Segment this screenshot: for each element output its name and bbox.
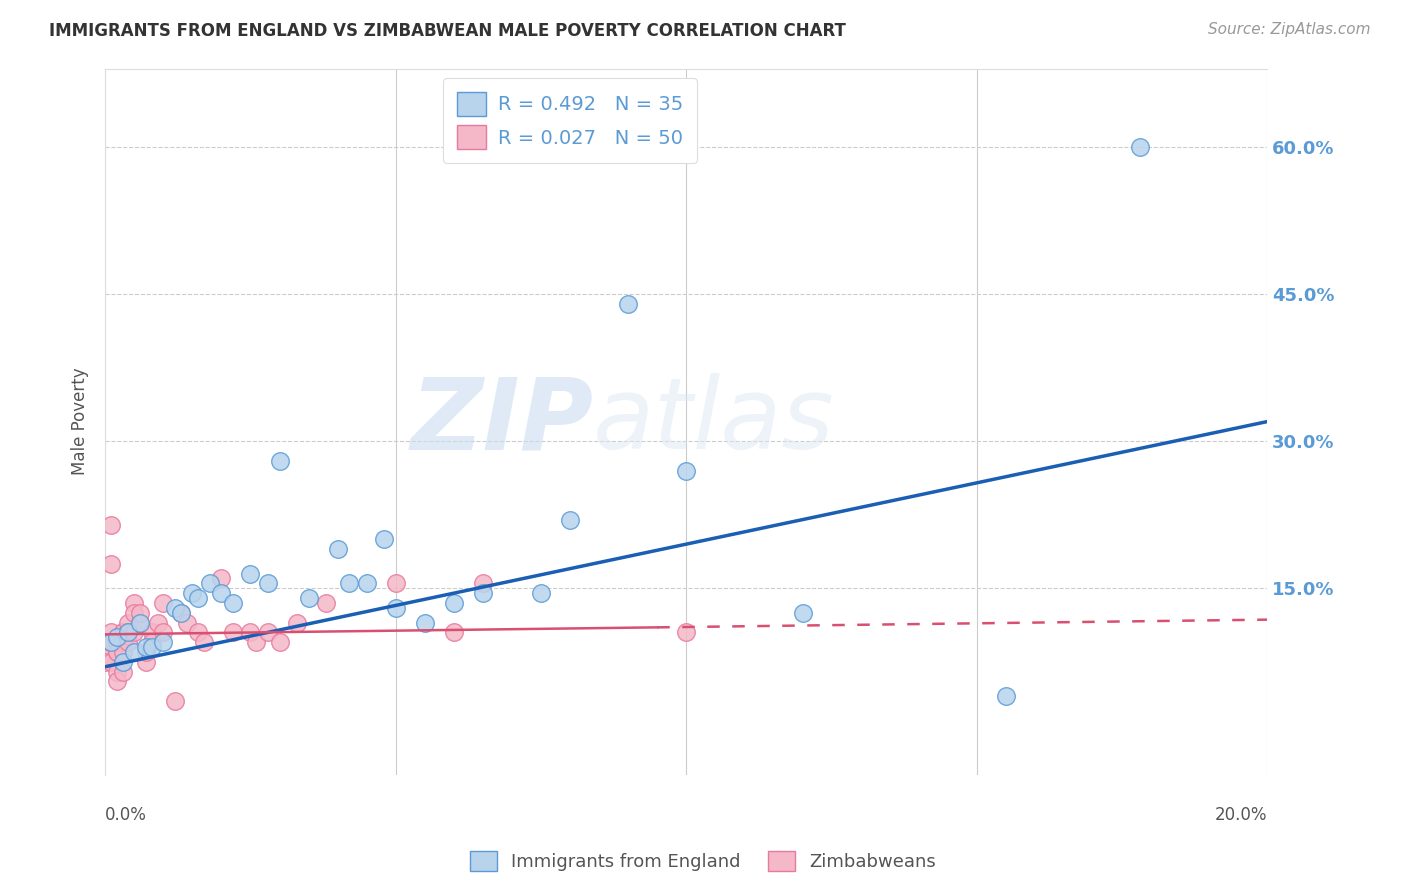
Point [239,566,262,581]
Point [100,655,122,669]
Point [193,635,215,649]
Point [163,694,186,708]
Point [94,635,117,649]
Point [315,596,337,610]
Point [105,645,128,659]
Point [100,557,122,571]
Point [297,591,319,605]
Point [373,533,395,547]
Point [198,576,221,591]
Point [105,665,128,679]
Point [443,596,465,610]
Point [122,596,145,610]
Point [122,606,145,620]
Point [245,635,267,649]
Point [269,454,291,468]
Point [111,655,134,669]
Point [356,576,378,591]
Point [105,630,128,644]
Point [152,625,174,640]
Point [384,576,406,591]
Text: ZIP: ZIP [411,373,593,470]
Point [1128,140,1150,154]
Point [105,635,128,649]
Point [187,591,209,605]
Point [239,625,262,640]
Text: 0.0%: 0.0% [105,806,148,824]
Point [443,625,465,640]
Point [337,576,360,591]
Point [792,606,814,620]
Point [269,635,291,649]
Point [163,600,186,615]
Point [209,586,232,600]
Point [105,674,128,689]
Point [326,542,349,557]
Point [122,625,145,640]
Point [135,655,157,669]
Point [129,615,152,630]
Point [100,635,122,649]
Point [222,596,245,610]
Point [558,513,581,527]
Point [257,576,280,591]
Point [94,655,117,669]
Point [141,635,163,649]
Point [152,635,174,649]
Point [111,645,134,659]
Point [170,606,193,620]
Point [471,576,494,591]
Point [129,615,152,630]
Point [994,689,1017,703]
Point [170,606,193,620]
Y-axis label: Male Poverty: Male Poverty [72,368,89,475]
Point [675,625,697,640]
Text: IMMIGRANTS FROM ENGLAND VS ZIMBABWEAN MALE POVERTY CORRELATION CHART: IMMIGRANTS FROM ENGLAND VS ZIMBABWEAN MA… [49,22,846,40]
Point [111,635,134,649]
Point [530,586,553,600]
Point [222,625,245,640]
Legend: R = 0.492   N = 35, R = 0.027   N = 50: R = 0.492 N = 35, R = 0.027 N = 50 [443,78,697,162]
Point [384,600,406,615]
Point [141,625,163,640]
Point [122,645,145,659]
Point [117,615,139,630]
Point [111,665,134,679]
Point [117,635,139,649]
Point [146,615,169,630]
Point [471,586,494,600]
Point [111,625,134,640]
Point [135,645,157,659]
Point [100,517,122,532]
Text: 20.0%: 20.0% [1215,806,1267,824]
Point [100,635,122,649]
Legend: Immigrants from England, Zimbabweans: Immigrants from England, Zimbabweans [463,844,943,879]
Point [257,625,280,640]
Point [176,615,198,630]
Point [285,615,308,630]
Point [187,625,209,640]
Point [181,586,204,600]
Point [141,640,163,654]
Point [209,571,232,585]
Point [152,596,174,610]
Point [617,297,640,311]
Point [111,625,134,640]
Point [135,640,157,654]
Point [129,606,152,620]
Point [105,645,128,659]
Point [675,464,697,478]
Point [117,625,139,640]
Text: Source: ZipAtlas.com: Source: ZipAtlas.com [1208,22,1371,37]
Text: atlas: atlas [593,373,835,470]
Point [117,625,139,640]
Point [94,645,117,659]
Point [413,615,436,630]
Point [100,625,122,640]
